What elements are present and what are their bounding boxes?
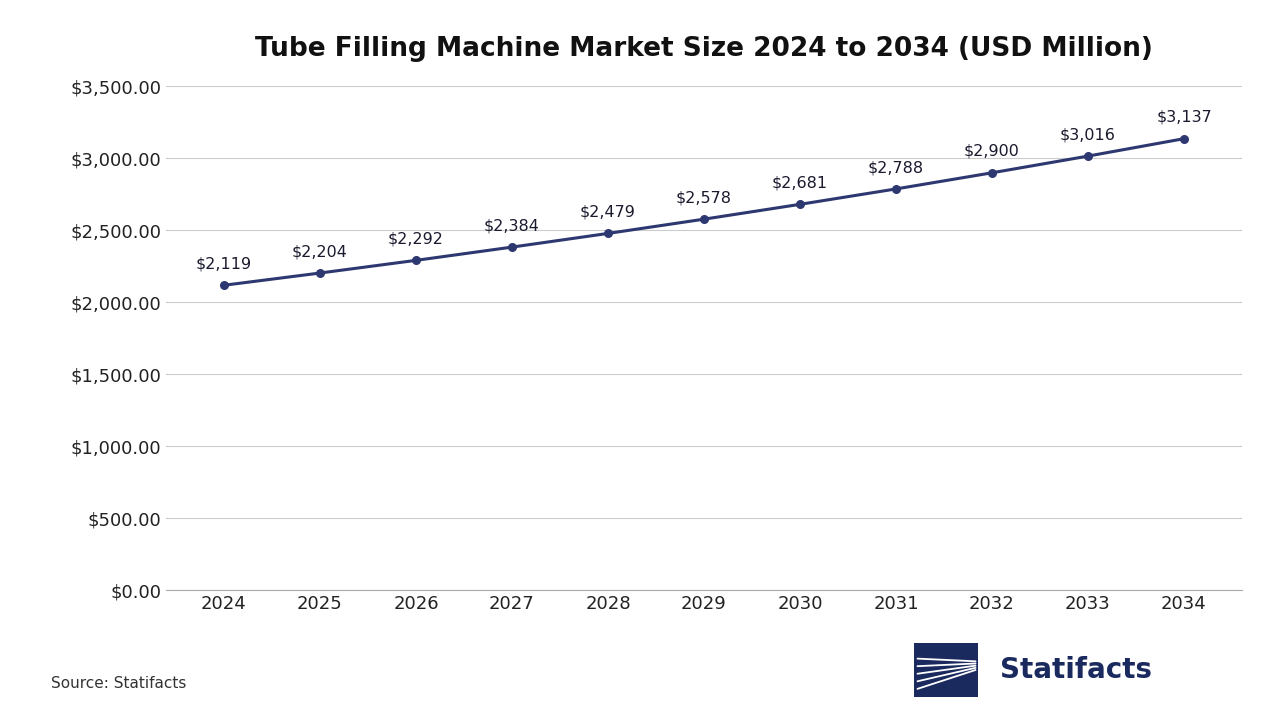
Point xyxy=(694,213,714,225)
Point xyxy=(790,199,810,210)
Point xyxy=(886,183,906,194)
Text: $2,292: $2,292 xyxy=(388,231,444,246)
Text: $2,384: $2,384 xyxy=(484,218,540,233)
Text: $2,479: $2,479 xyxy=(580,204,636,220)
Text: $2,119: $2,119 xyxy=(196,256,252,271)
Text: $2,788: $2,788 xyxy=(868,160,924,175)
Text: $3,137: $3,137 xyxy=(1156,109,1212,125)
FancyBboxPatch shape xyxy=(914,643,978,697)
Text: Statifacts: Statifacts xyxy=(1000,656,1152,683)
Text: $2,900: $2,900 xyxy=(964,144,1020,159)
Text: Source: Statifacts: Source: Statifacts xyxy=(51,676,187,691)
Text: $2,578: $2,578 xyxy=(676,190,732,205)
Point xyxy=(598,228,618,239)
Title: Tube Filling Machine Market Size 2024 to 2034 (USD Million): Tube Filling Machine Market Size 2024 to… xyxy=(255,36,1153,62)
Point xyxy=(502,241,522,253)
Point xyxy=(214,279,234,291)
Text: $2,204: $2,204 xyxy=(292,244,348,259)
Point xyxy=(310,267,330,279)
Text: $2,681: $2,681 xyxy=(772,176,828,191)
Point xyxy=(406,255,426,266)
Point xyxy=(1078,150,1098,162)
Point xyxy=(1174,133,1194,145)
Text: $3,016: $3,016 xyxy=(1060,127,1116,143)
Point xyxy=(982,167,1002,179)
